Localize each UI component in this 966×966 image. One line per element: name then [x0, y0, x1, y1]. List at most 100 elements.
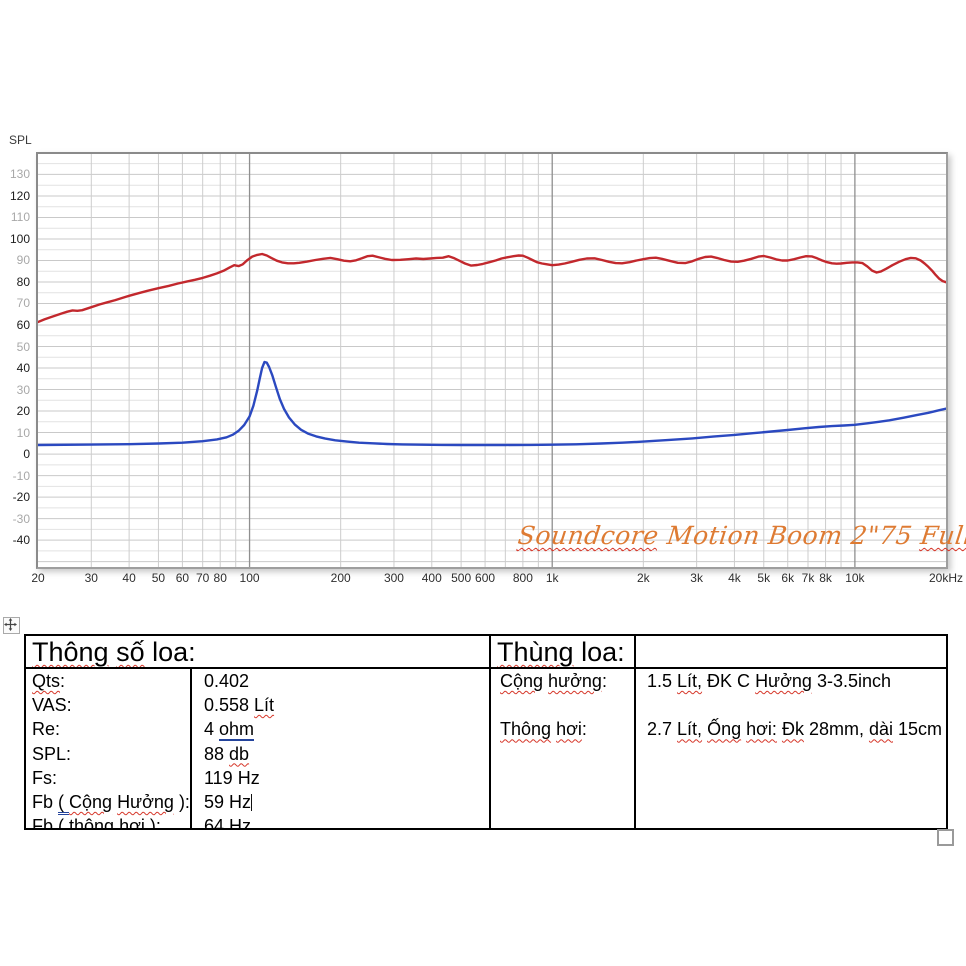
text-segment: ohm [219, 719, 255, 742]
table-line[interactable]: SPL: [26, 743, 190, 766]
table-line[interactable]: Qts: [26, 670, 190, 693]
table-line[interactable]: 0.558 Lít [192, 694, 489, 717]
text-segment: Thông [32, 637, 109, 667]
table-move-handle-icon[interactable] [3, 617, 20, 634]
text-segment: 0.558 [204, 695, 255, 716]
table-line[interactable]: Fb ( thông hơi ): [26, 815, 190, 830]
text-segment: Fs: [32, 767, 57, 788]
table-line[interactable]: 64 Hz [192, 815, 489, 830]
table-line[interactable]: Fb ( Cộng Hưởng ): [26, 791, 190, 815]
text-segment: 119 Hz [204, 767, 260, 788]
x-tick-label: 3k [690, 571, 703, 585]
table-line[interactable]: Re: [26, 718, 190, 741]
y-tick-label: 130 [9, 167, 30, 182]
text-segment: SPL: [32, 743, 72, 764]
text-segment: hơi [556, 719, 582, 740]
chart-watermark-text[interactable]: Soundcore Motion Boom 2"75 Fullrange [516, 521, 966, 550]
text-segment: ĐK C [702, 671, 756, 691]
param-values-cell[interactable]: 0.402 0.558 Lít 4 ohm 88 db 119 Hz 59 Hz 64 Hz [192, 669, 491, 830]
x-tick-label: 7k [801, 571, 815, 585]
x-tick-label: 30 [84, 571, 98, 585]
box-values-cell[interactable]: 1.5 Lít, ĐK C Hưởng 3-3.5inch 2.7 Lít, Ốn… [636, 669, 946, 830]
x-tick-label: 600 [475, 571, 496, 585]
text-segment: Qts [32, 671, 61, 691]
y-tick-label: 50 [16, 339, 30, 354]
table-line[interactable]: 88 db [192, 743, 489, 766]
y-tick-label: -10 [12, 468, 30, 483]
text-segment: Hưởng [117, 791, 174, 812]
text-segment: ( [58, 791, 70, 815]
x-tick-label: 2k [636, 571, 650, 585]
text-segment: : [601, 671, 607, 691]
table-line[interactable]: 2.7 Lít, Ống hơi: Đk 28mm, dài 15cm [636, 718, 946, 741]
table-header-box[interactable]: Thùng loa: [491, 636, 636, 669]
text-segment: Re: [32, 719, 61, 740]
table-line[interactable]: VAS: [26, 694, 190, 717]
text-segment: Fullrange [918, 521, 966, 550]
text-segment: Thùng [497, 637, 574, 667]
x-tick-label: 4k [728, 571, 741, 585]
y-tick-label: -40 [12, 533, 30, 548]
text-segment: Motion Boom 2"75 [656, 521, 923, 550]
text-segment: VAS: [32, 695, 72, 716]
text-segment: 4 [204, 719, 220, 740]
table-line[interactable]: Cộng hưởng: [491, 670, 634, 693]
text-segment: 15cm [893, 719, 943, 740]
text-segment: hơi [119, 816, 145, 830]
text-segment: 88 [204, 743, 230, 764]
text-segment: 3-3.5inch [811, 671, 891, 691]
x-tick-label: 1k [545, 571, 559, 585]
x-tick-label: 20kHz [928, 571, 964, 585]
table-line[interactable]: 1.5 Lít, ĐK C Hưởng 3-3.5inch [636, 670, 946, 693]
y-tick-label: 100 [9, 231, 30, 246]
table-header-empty-cell[interactable] [636, 636, 946, 669]
x-tick-label: 5k [757, 571, 771, 585]
text-segment: số [116, 637, 145, 667]
x-tick-label: 50 [151, 571, 166, 585]
table-line[interactable] [636, 694, 946, 717]
x-tick-label: 40 [122, 571, 136, 585]
table-header-speaker-params[interactable]: Thông số loa: [26, 636, 491, 669]
text-segment: 2.7 [647, 719, 678, 740]
x-tick-label: 6k [781, 571, 795, 585]
speaker-parameters-table: Thông số loa: Thùng loa: Qts: VAS: Re: SPL:… [24, 634, 948, 830]
y-tick-label: 40 [16, 361, 30, 376]
text-segment: ( [58, 816, 70, 830]
text-segment: Thông [500, 719, 552, 740]
x-tick-label: 800 [512, 571, 533, 585]
text-segment: Fb [32, 816, 59, 830]
text-segment: db [229, 743, 250, 764]
table-line[interactable]: Thông hơi: [491, 718, 634, 741]
series-spl_response_db [38, 252, 946, 324]
spl-impedance-chart: Soundcore Motion Boom 2"75 Fullrange [36, 152, 966, 569]
text-segment: ): [144, 816, 161, 830]
param-labels-cell[interactable]: Qts: VAS: Re: SPL: Fs: Fb ( Cộng Hưởng ): Fb (… [26, 669, 192, 830]
table-line[interactable]: 4 ohm [192, 718, 489, 742]
text-segment: : [60, 671, 66, 691]
text-segment: Cộng [500, 671, 544, 691]
text-segment [109, 637, 117, 667]
text-segment: Fb [32, 791, 59, 812]
text-segment: 64 Hz [204, 816, 252, 830]
table-line[interactable]: 59 Hz [192, 791, 489, 814]
x-tick-label: 200 [330, 571, 351, 585]
table-line[interactable]: Fs: [26, 767, 190, 790]
table-line[interactable] [491, 694, 634, 717]
text-segment: 0.402 [204, 671, 250, 691]
text-segment: Đk [781, 719, 804, 740]
y-tick-label: 80 [16, 274, 30, 289]
y-tick-label: 70 [16, 296, 30, 311]
y-tick-label: 0 [23, 447, 30, 462]
text-segment: thông [69, 816, 115, 830]
x-tick-label: 300 [383, 571, 404, 585]
table-line[interactable]: 0.402 [192, 670, 489, 693]
text-segment: Soundcore [516, 521, 661, 550]
table-line[interactable]: 119 Hz [192, 767, 489, 790]
y-tick-label: 20 [16, 404, 30, 419]
y-tick-label: 120 [9, 188, 30, 203]
y-axis-title: SPL [9, 133, 32, 147]
box-labels-cell[interactable]: Cộng hưởng: Thông hơi: [491, 669, 636, 830]
table-resize-handle[interactable] [937, 829, 954, 846]
four-way-arrow-icon [4, 618, 17, 631]
